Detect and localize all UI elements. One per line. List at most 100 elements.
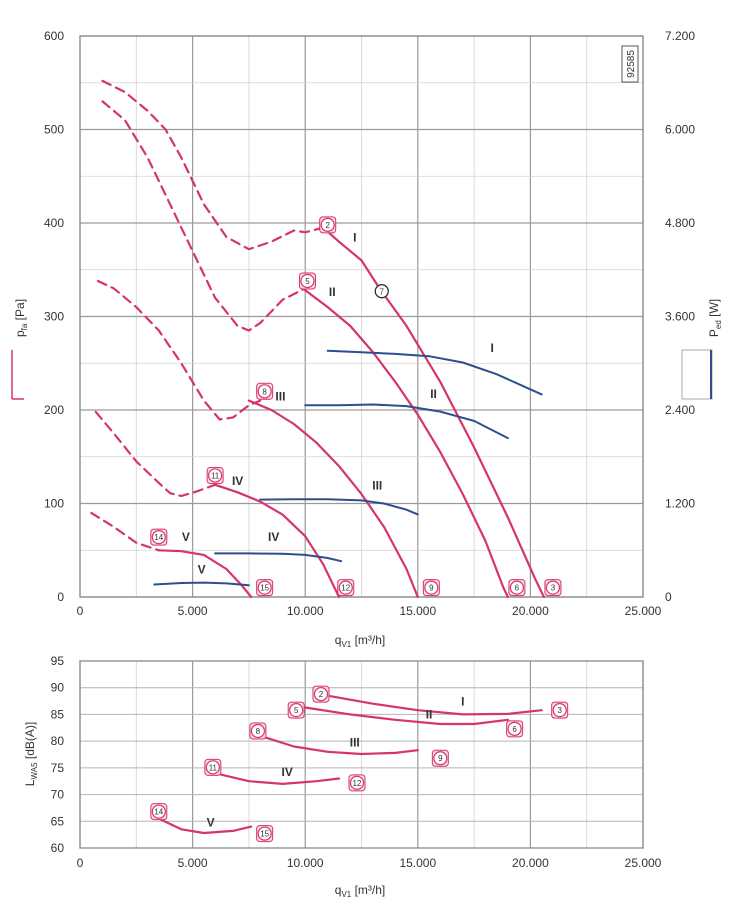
marker-number: 14 <box>154 533 163 542</box>
top-y2-tick-label: 2.400 <box>665 403 695 417</box>
marker-number: 2 <box>325 221 330 230</box>
top-y2-tick-label: 6.000 <box>665 123 695 137</box>
top-y-tick-label: 400 <box>44 216 64 230</box>
marker-number: 2 <box>319 690 324 699</box>
top-y-tick-label: 100 <box>44 497 64 511</box>
pressure-curve-stall-segment <box>101 79 325 251</box>
top-y2-tick-label: 1.200 <box>665 497 695 511</box>
marker-number: 5 <box>294 706 299 715</box>
marker-circle <box>205 760 220 775</box>
pressure-curve-label: III <box>275 390 285 404</box>
top-grid <box>79 35 644 598</box>
marker-circle <box>338 580 353 595</box>
top-y-tick-label: 0 <box>57 590 64 604</box>
pressure-curve-label: II <box>329 285 336 299</box>
bottom-x-tick-label: 0 <box>77 856 84 870</box>
sound-operating-point-marker: 3 <box>551 701 569 719</box>
sound-operating-point-marker: 15 <box>256 825 274 843</box>
bottom-plot-frame <box>79 660 644 849</box>
sound-curve-label: III <box>350 735 360 749</box>
marker-number: 11 <box>209 763 218 772</box>
bottom-y-tick-label: 80 <box>51 734 65 748</box>
top-y2-tick-label: 0 <box>665 590 672 604</box>
sound-curve-label: I <box>461 694 464 708</box>
power-curve-label: IV <box>268 530 279 544</box>
pressure-curve-stall-segment <box>101 100 307 332</box>
sound-operating-point-marker: 2 <box>312 685 330 703</box>
pressure-curve-operating-segment <box>304 289 509 599</box>
power-swatch-box <box>681 349 713 400</box>
pressure-curve-operating-segment <box>214 483 341 599</box>
top-y-tick-label: 600 <box>44 29 64 43</box>
bottom-x-tick-label: 20.000 <box>512 856 549 870</box>
marker-number: 3 <box>557 706 562 715</box>
pressure-curve-iii <box>96 279 419 599</box>
power-curve-iii <box>259 498 419 516</box>
operating-point-marker: 3 <box>544 579 562 597</box>
sound-operating-point-marker: 11 <box>204 758 222 776</box>
marker-number: 6 <box>512 725 517 734</box>
chart-id-box: 92585 <box>621 45 639 83</box>
marker-number: 12 <box>353 779 362 788</box>
sound-curve-i <box>326 694 543 716</box>
marker-circle <box>320 217 335 232</box>
marker-number: 15 <box>260 830 269 839</box>
top-y-axis-label: pfa [Pa] <box>13 299 29 337</box>
pressure-curve-i <box>101 79 545 599</box>
marker-circle <box>151 804 166 819</box>
pressure-curve-stall-segment <box>94 410 217 498</box>
top-y2-tick-label: 7.200 <box>665 29 695 43</box>
marker-number: 12 <box>341 584 350 593</box>
bottom-y-tick-label: 95 <box>51 654 65 668</box>
marker-circle <box>257 580 272 595</box>
pressure-curve-operating-segment <box>322 226 545 599</box>
marker-number: 3 <box>551 584 556 593</box>
marker-circle <box>509 580 524 595</box>
top-y-tick-label: 200 <box>44 403 64 417</box>
operating-point-marker: 5 <box>298 272 316 290</box>
sound-operating-point-marker: 12 <box>348 774 366 792</box>
marker-circle <box>545 580 561 595</box>
top-y-tick-label: 300 <box>44 310 64 324</box>
power-curve-label: III <box>372 478 382 492</box>
operating-point-marker: 9 <box>422 579 440 597</box>
operating-point-marker: 2 <box>319 216 337 234</box>
marker-circle <box>300 273 315 289</box>
marker-number: 11 <box>211 471 220 480</box>
power-curve-iv <box>214 552 343 563</box>
marker-circle <box>552 703 567 718</box>
pressure-curve-operating-segment <box>247 399 419 599</box>
top-x-axis-label: qV1 [m³/h] <box>335 633 386 649</box>
operating-point-marker: 8 <box>256 382 274 400</box>
marker-number: 8 <box>262 387 267 396</box>
marker-number: 15 <box>260 584 269 593</box>
marker-circle <box>289 703 304 718</box>
top-x-tick-label: 10.000 <box>287 604 324 618</box>
power-curve-label: II <box>430 387 437 401</box>
top-y2-axis-label: Ped [W] <box>707 299 723 337</box>
pressure-curve-ii <box>101 100 509 599</box>
sound-operating-point-marker: 6 <box>506 720 524 738</box>
marker-circle <box>250 723 266 739</box>
power-curve-i <box>326 349 543 396</box>
sound-operating-point-marker: 14 <box>150 803 168 821</box>
operating-point-marker: 6 <box>508 579 526 597</box>
bottom-y-tick-label: 90 <box>51 681 65 695</box>
marker-circle <box>313 687 329 702</box>
sound-operating-point-marker: 5 <box>287 701 305 719</box>
operating-point-marker: 14 <box>150 528 168 546</box>
marker-number: 8 <box>256 727 261 736</box>
top-x-tick-label: 25.000 <box>625 604 662 618</box>
marker-circle <box>208 468 223 483</box>
top-x-tick-label: 15.000 <box>399 604 436 618</box>
bottom-x-tick-label: 15.000 <box>399 856 436 870</box>
marker-number: 6 <box>515 584 520 593</box>
bottom-y-tick-label: 85 <box>51 707 65 721</box>
operating-point-marker: 15 <box>256 579 274 597</box>
power-curve-label: I <box>490 341 493 355</box>
sound-operating-point-marker: 9 <box>431 749 449 767</box>
sound-curve-iv <box>214 772 341 785</box>
pressure-curve-label: I <box>353 231 356 245</box>
pressure-curve-operating-segment <box>157 549 253 599</box>
